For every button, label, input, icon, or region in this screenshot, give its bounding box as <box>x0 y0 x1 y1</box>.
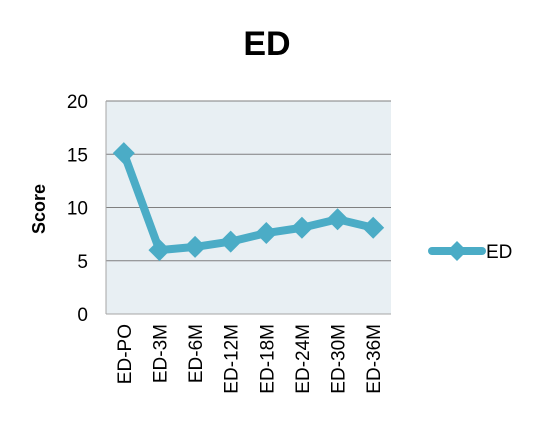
x-tick-label: ED-3M <box>150 324 171 383</box>
x-tick-label: ED-6M <box>186 324 207 383</box>
x-tick-label: ED-12M <box>222 324 243 394</box>
x-tick-label: ED-30M <box>329 324 350 394</box>
data-point-marker <box>148 239 171 262</box>
data-point-marker <box>219 230 242 253</box>
legend: ED <box>428 241 512 263</box>
data-point-marker <box>112 142 135 165</box>
x-tick-labels: ED-PO ED-3M ED-6M ED-12M ED-18M ED-24M ED-30M E… <box>115 324 385 394</box>
y-tick-labels: 0 5 10 15 20 <box>67 92 88 326</box>
x-tick-label: ED-36M <box>364 324 385 394</box>
x-tick-label: ED-PO <box>115 324 136 384</box>
gridlines <box>106 100 391 262</box>
y-tick-label: 5 <box>77 252 88 273</box>
axes <box>105 101 391 315</box>
data-point-marker <box>326 208 349 231</box>
chart-title: ED <box>243 25 290 63</box>
x-tick-label: ED-24M <box>293 324 314 394</box>
data-point-marker <box>362 216 385 239</box>
y-tick-label: 20 <box>67 92 88 113</box>
legend-label: ED <box>486 242 512 263</box>
y-tick-label: 10 <box>67 199 88 220</box>
x-tick-label: ED-18M <box>257 324 278 394</box>
y-tick-label: 0 <box>77 305 88 326</box>
data-point-marker <box>255 222 278 245</box>
y-axis-label: Score <box>29 184 49 234</box>
y-tick-label: 15 <box>67 145 88 166</box>
data-point-marker <box>290 216 313 239</box>
series-layer <box>112 142 385 262</box>
legend-swatch-marker <box>447 241 467 261</box>
data-point-marker <box>184 235 207 258</box>
